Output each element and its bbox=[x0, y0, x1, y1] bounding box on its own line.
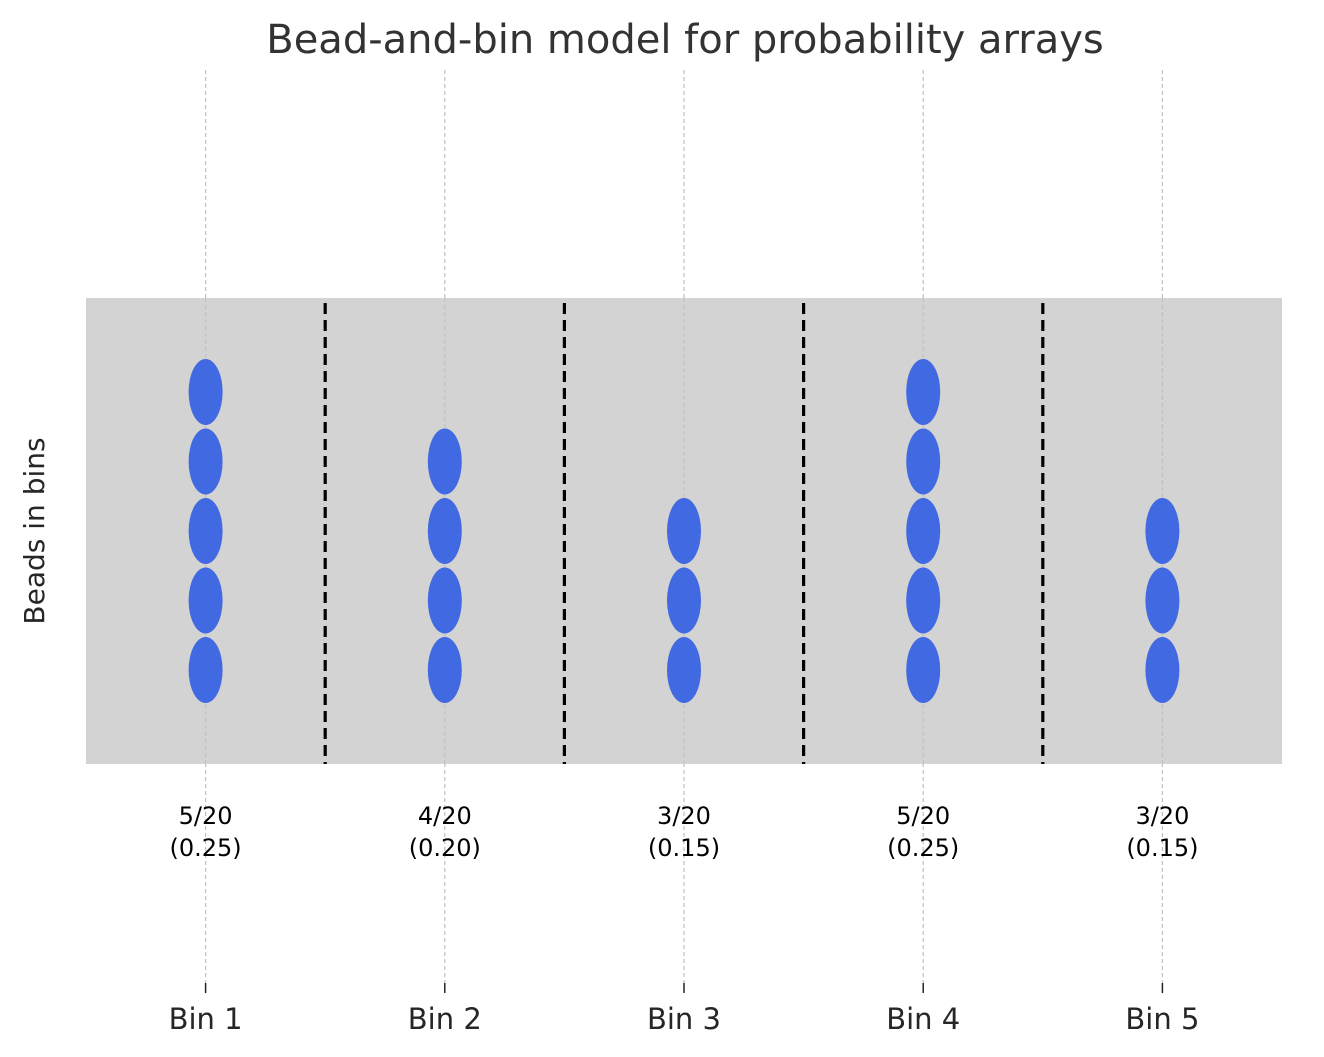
y-axis-label: Beads in bins bbox=[18, 437, 51, 624]
probability-label-4: (0.25) bbox=[887, 834, 959, 862]
probability-label-1: (0.25) bbox=[170, 834, 242, 862]
bead-bin-1-1 bbox=[188, 637, 223, 703]
probability-label-5: (0.15) bbox=[1126, 834, 1198, 862]
bead-bin-4-1 bbox=[906, 637, 941, 703]
bead-bin-1-4 bbox=[188, 428, 223, 495]
bead-bin-1-5 bbox=[188, 359, 223, 425]
x-tick-label-1: Bin 1 bbox=[169, 1002, 243, 1036]
probability-labels: 5/20 (0.25) 4/20 (0.20) 3/20 (0.15) 5/20 (0.25)… bbox=[170, 802, 1199, 862]
bin-dividers bbox=[323, 303, 1045, 764]
bead-bin-2-4 bbox=[427, 428, 462, 495]
x-axis-ticks: Bin 1 Bin 2 Bin 3 Bin 4 Bin 5 bbox=[169, 983, 1199, 1036]
bead-bin-3-2 bbox=[667, 567, 701, 634]
bead-bin-2-2 bbox=[427, 567, 462, 634]
bead-bin-4-2 bbox=[906, 567, 941, 634]
fraction-label-1: 5/20 bbox=[179, 802, 233, 830]
bead-bin-1-2 bbox=[188, 567, 223, 634]
x-tick-label-5: Bin 5 bbox=[1125, 1002, 1199, 1036]
bead-bin-3-3 bbox=[667, 498, 701, 564]
bead-bin-1-3 bbox=[188, 498, 223, 564]
probability-label-3: (0.15) bbox=[648, 834, 720, 862]
bead-bin-4-4 bbox=[906, 428, 941, 495]
x-tick-label-2: Bin 2 bbox=[408, 1002, 482, 1036]
x-tick-label-4: Bin 4 bbox=[886, 1002, 960, 1036]
fraction-label-3: 3/20 bbox=[657, 802, 711, 830]
bead-bin-4-3 bbox=[906, 498, 941, 564]
fraction-label-2: 4/20 bbox=[418, 802, 472, 830]
bead-bin-5-3 bbox=[1145, 498, 1180, 564]
fraction-label-4: 5/20 bbox=[896, 802, 950, 830]
chart-title: Bead-and-bin model for probability array… bbox=[266, 17, 1103, 63]
x-tick-label-3: Bin 3 bbox=[647, 1002, 721, 1036]
fraction-label-5: 3/20 bbox=[1135, 802, 1189, 830]
bead-bin-5-2 bbox=[1145, 567, 1180, 634]
bead-bin-3-1 bbox=[667, 637, 701, 703]
bead-bin-2-3 bbox=[427, 498, 462, 564]
bead-bin-5-1 bbox=[1145, 637, 1180, 703]
beads bbox=[188, 359, 1180, 703]
bead-bin-2-1 bbox=[427, 637, 462, 703]
probability-label-2: (0.20) bbox=[409, 834, 481, 862]
bead-bin-4-5 bbox=[906, 359, 941, 425]
